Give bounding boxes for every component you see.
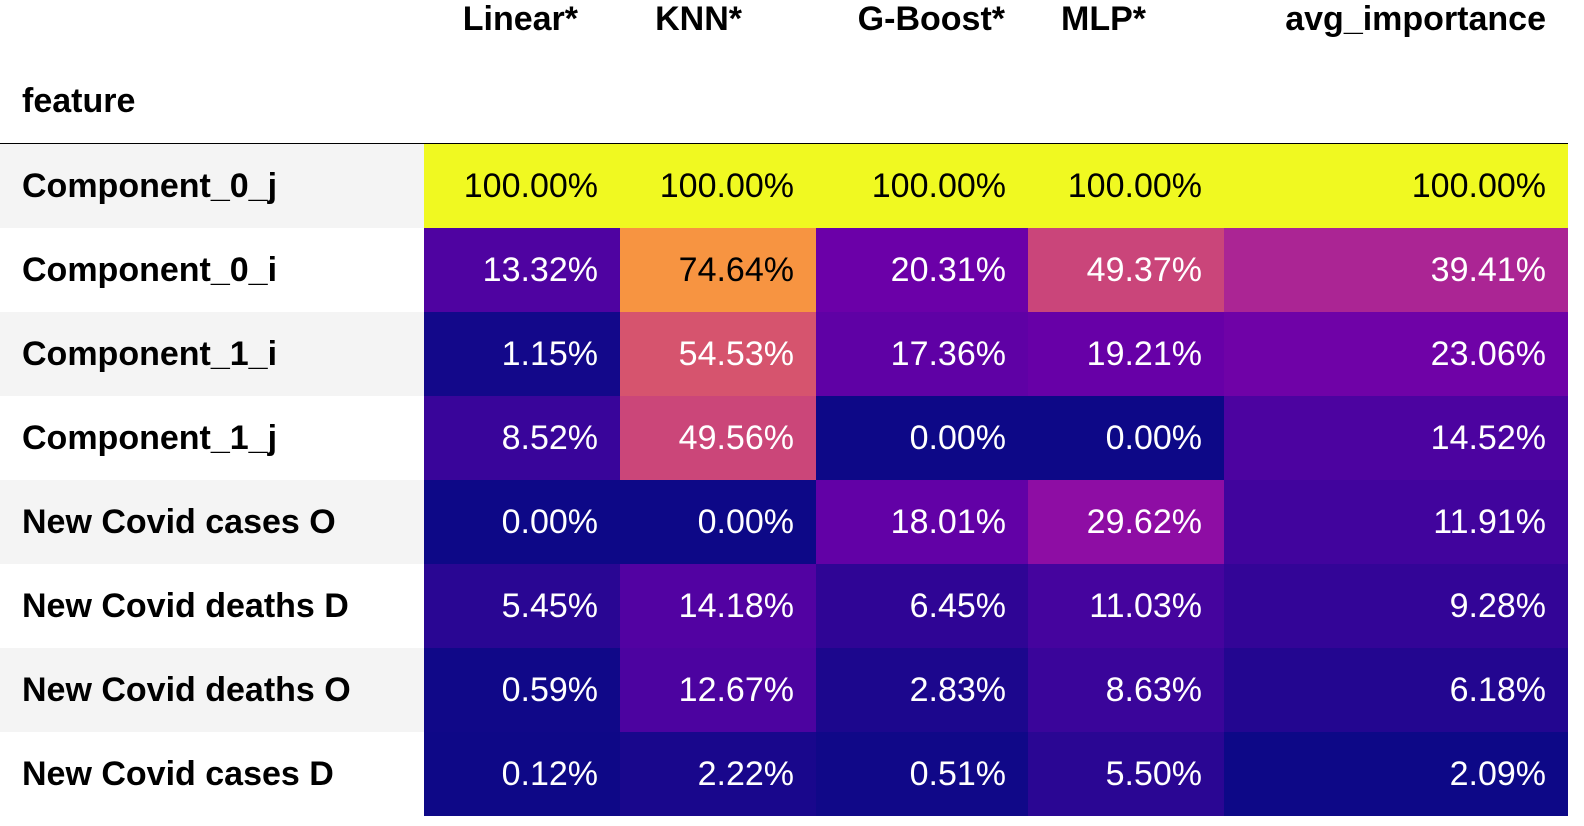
heatmap-cell: 8.52%	[424, 396, 620, 480]
row-label: New Covid deaths O	[0, 648, 424, 732]
column-header-linear: Linear*	[462, 0, 578, 38]
heatmap-cell: 2.22%	[620, 732, 816, 816]
row-label: Component_0_j	[0, 144, 424, 228]
heatmap-cell: 8.63%	[1028, 648, 1224, 732]
heatmap-cell: 0.00%	[620, 480, 816, 564]
heatmap-cell: 29.62%	[1028, 480, 1224, 564]
heatmap-cell: 2.83%	[816, 648, 1028, 732]
heatmap-cell: 23.06%	[1224, 312, 1568, 396]
heatmap-cell: 49.56%	[620, 396, 816, 480]
heatmap-cell: 0.00%	[424, 480, 620, 564]
heatmap-cell: 100.00%	[620, 144, 816, 228]
row-label: Component_1_j	[0, 396, 424, 480]
heatmap-cell: 17.36%	[816, 312, 1028, 396]
heatmap-cell: 1.15%	[424, 312, 620, 396]
heatmap-cell: 13.32%	[424, 228, 620, 312]
table-row: New Covid cases O 0.00% 0.00% 18.01% 29.62% 1…	[0, 480, 1568, 564]
heatmap-cell: 54.53%	[620, 312, 816, 396]
heatmap-cell: 11.03%	[1028, 564, 1224, 648]
heatmap-cell: 49.37%	[1028, 228, 1224, 312]
table-row: Component_1_j 8.52% 49.56% 0.00% 0.00% 14.52%	[0, 396, 1568, 480]
column-header-mlp: MLP*	[1061, 0, 1146, 38]
heatmap-cell: 100.00%	[424, 144, 620, 228]
heatmap-cell: 5.45%	[424, 564, 620, 648]
table-row: Component_1_i 1.15% 54.53% 17.36% 19.21% 23.0…	[0, 312, 1568, 396]
heatmap-cell: 5.50%	[1028, 732, 1224, 816]
column-header-avg-importance: avg_importance	[1285, 0, 1546, 38]
heatmap-cell: 100.00%	[1224, 144, 1568, 228]
heatmap-cell: 6.45%	[816, 564, 1028, 648]
table-row: New Covid deaths O 0.59% 12.67% 2.83% 8.63% 6…	[0, 648, 1568, 732]
row-label: Component_0_i	[0, 228, 424, 312]
header-divider	[0, 143, 1568, 144]
table-row: New Covid deaths D 5.45% 14.18% 6.45% 11.03%…	[0, 564, 1568, 648]
heatmap-cell: 74.64%	[620, 228, 816, 312]
heatmap-cell: 0.51%	[816, 732, 1028, 816]
heatmap-cell: 100.00%	[816, 144, 1028, 228]
heatmap-cell: 14.52%	[1224, 396, 1568, 480]
table-row: New Covid cases D 0.12% 2.22% 0.51% 5.50% 2.0…	[0, 732, 1568, 816]
column-header-knn: KNN*	[655, 0, 742, 38]
row-label: New Covid deaths D	[0, 564, 424, 648]
column-header-g-boost: G-Boost*	[857, 0, 1005, 38]
heatmap-cell: 18.01%	[816, 480, 1028, 564]
heatmap-cell: 0.59%	[424, 648, 620, 732]
heatmap-cell: 6.18%	[1224, 648, 1568, 732]
table-row: Component_0_j 100.00% 100.00% 100.00% 100.00…	[0, 144, 1568, 228]
index-header-feature: feature	[22, 82, 136, 120]
heatmap-cell: 39.41%	[1224, 228, 1568, 312]
heatmap-cell: 19.21%	[1028, 312, 1224, 396]
heatmap-cell: 20.31%	[816, 228, 1028, 312]
heatmap-cell: 2.09%	[1224, 732, 1568, 816]
heatmap-cell: 12.67%	[620, 648, 816, 732]
heatmap-cell: 0.12%	[424, 732, 620, 816]
row-label: New Covid cases O	[0, 480, 424, 564]
table-row: Component_0_i 13.32% 74.64% 20.31% 49.37% 39.…	[0, 228, 1568, 312]
heatmap-cell: 100.00%	[1028, 144, 1224, 228]
row-label: Component_1_i	[0, 312, 424, 396]
heatmap-cell: 0.00%	[1028, 396, 1224, 480]
row-label: New Covid cases D	[0, 732, 424, 816]
heatmap-cell: 9.28%	[1224, 564, 1568, 648]
heatmap-cell: 0.00%	[816, 396, 1028, 480]
heatmap-cell: 11.91%	[1224, 480, 1568, 564]
heatmap-cell: 14.18%	[620, 564, 816, 648]
